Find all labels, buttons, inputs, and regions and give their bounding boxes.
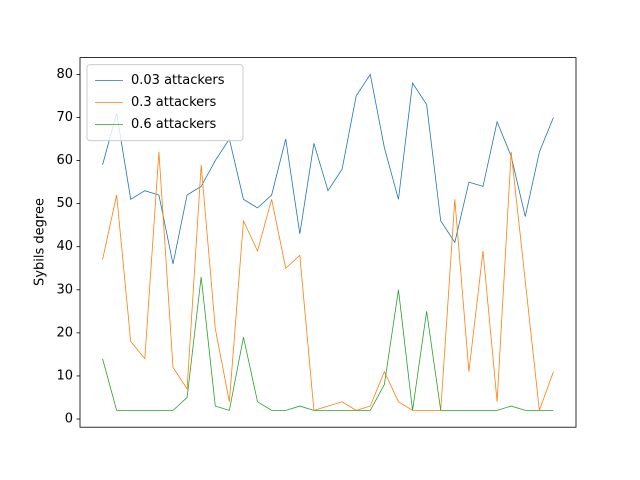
y-tick-label: 50 xyxy=(56,196,73,211)
line-series xyxy=(102,73,554,265)
y-axis-label: Sybils degree xyxy=(33,198,48,286)
y-tick-label: 80 xyxy=(56,67,73,82)
legend-label: 0.03 attackers xyxy=(131,73,225,88)
y-tick-label: 0 xyxy=(65,412,73,427)
legend: 0.03 attackers 0.3 attackers 0.6 attackers xyxy=(86,64,244,142)
y-tick-label: 30 xyxy=(56,282,73,297)
y-tick-label: 40 xyxy=(56,239,73,254)
plot-frame xyxy=(79,57,577,428)
legend-box xyxy=(86,64,244,142)
legend-label: 0.6 attackers xyxy=(131,117,216,132)
line-series xyxy=(102,276,554,411)
line-series xyxy=(102,151,554,411)
y-tick-label: 70 xyxy=(56,110,73,125)
y-tick-label: 10 xyxy=(56,368,73,383)
y-tick-label: 60 xyxy=(56,153,73,168)
legend-label: 0.3 attackers xyxy=(131,95,216,110)
y-tick-label: 20 xyxy=(56,325,73,340)
